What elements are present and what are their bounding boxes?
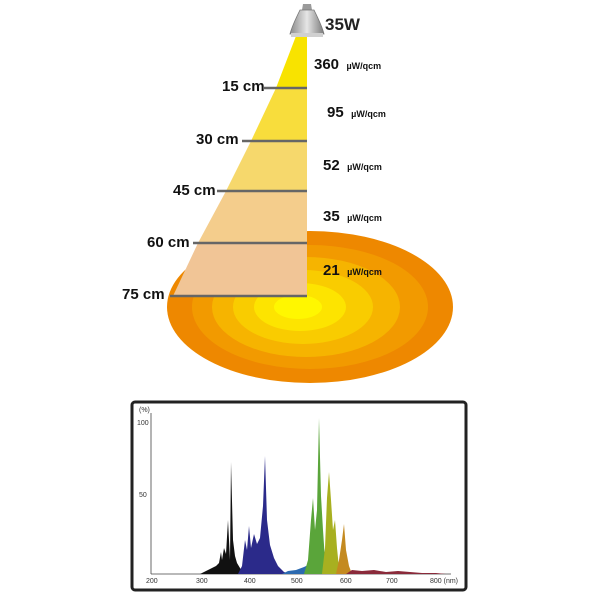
irradiance-reading: 95 µW/qcm xyxy=(327,104,386,121)
wattage-label: 35W xyxy=(325,15,361,34)
irradiance-reading: 21 µW/qcm xyxy=(323,262,382,279)
spectrum-x-tick: 700 xyxy=(386,578,398,585)
irradiance-reading: 52 µW/qcm xyxy=(323,157,382,174)
spectrum-peak-orange xyxy=(336,524,352,574)
distance-label: 60 cm xyxy=(147,234,190,251)
spectrum-x-ticks: 200 300 400 500 600 700 800 (nm) xyxy=(146,578,458,585)
distance-label: 45 cm xyxy=(173,182,216,199)
distance-label: 75 cm xyxy=(122,286,165,303)
irradiance-unit: µW/qcm xyxy=(351,109,386,119)
distance-label: 30 cm xyxy=(196,131,239,148)
light-cone xyxy=(173,36,307,296)
irradiance-value: 35 xyxy=(323,208,340,225)
spectrum-x-tick: 400 xyxy=(244,578,256,585)
spectrum-emission-peaks xyxy=(200,418,446,574)
irradiance-reading: 35 µW/qcm xyxy=(323,208,382,225)
spot-center xyxy=(274,295,322,319)
irradiance-unit: µW/qcm xyxy=(347,162,382,172)
irradiance-value: 95 xyxy=(327,104,344,121)
spectrum-panel: (%) 100 50 200 300 400 500 600 700 800 (… xyxy=(130,400,468,592)
irradiance-unit: µW/qcm xyxy=(347,267,382,277)
irradiance-value: 52 xyxy=(323,157,340,174)
spectrum-frame xyxy=(130,400,468,592)
irradiance-values: 360 µW/qcm 95 µW/qcm 52 µW/qcm 35 µW/qcm… xyxy=(314,56,386,279)
spectrum-x-tick: 600 xyxy=(340,578,352,585)
spectrum-tail-red xyxy=(346,570,446,574)
irradiance-value: 360 xyxy=(314,56,339,73)
irradiance-unit: µW/qcm xyxy=(347,213,382,223)
distance-lines xyxy=(170,86,307,298)
spectrum-y-tick: 100 xyxy=(137,420,149,427)
irradiance-value: 21 xyxy=(323,262,340,279)
distance-label: 15 cm xyxy=(222,78,265,95)
cone-band-5 xyxy=(173,243,307,296)
spectrum-x-tick: 800 (nm) xyxy=(430,578,458,585)
distance-labels: 15 cm 30 cm 45 cm 60 cm 75 cm xyxy=(122,78,265,303)
irradiance-reading: 360 µW/qcm xyxy=(314,56,381,73)
spectrum-x-tick: 500 xyxy=(291,578,303,585)
spectrum-peak-violet xyxy=(238,456,290,574)
spectrum-peak-uv xyxy=(200,462,244,574)
spectrum-peak-yellow xyxy=(322,472,342,574)
spectrum-x-tick: 200 xyxy=(146,578,158,585)
cone-band-2 xyxy=(251,88,307,141)
cone-band-1 xyxy=(276,36,307,88)
spectrum-x-tick: 300 xyxy=(196,578,208,585)
cone-band-4 xyxy=(198,191,307,243)
spectrum-peak-green xyxy=(304,418,327,574)
spectrum-y-tick: 50 xyxy=(139,492,147,499)
irradiance-unit: µW/qcm xyxy=(346,61,381,71)
lamp-bulb-icon xyxy=(289,4,325,37)
cone-band-3 xyxy=(226,141,307,191)
spectrum-y-unit: (%) xyxy=(139,407,150,414)
